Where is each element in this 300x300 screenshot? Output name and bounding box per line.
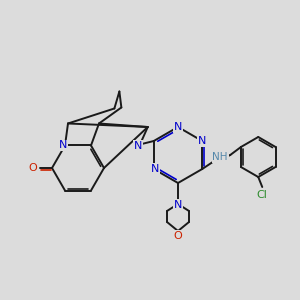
Text: N: N xyxy=(134,141,142,151)
Text: N: N xyxy=(174,200,182,210)
Text: O: O xyxy=(28,163,38,173)
Text: Cl: Cl xyxy=(257,190,268,200)
Text: N: N xyxy=(198,136,206,146)
Text: NH: NH xyxy=(212,152,228,162)
Text: N: N xyxy=(174,122,182,132)
Text: O: O xyxy=(174,231,182,241)
Text: N: N xyxy=(151,164,159,174)
Text: N: N xyxy=(59,140,67,151)
